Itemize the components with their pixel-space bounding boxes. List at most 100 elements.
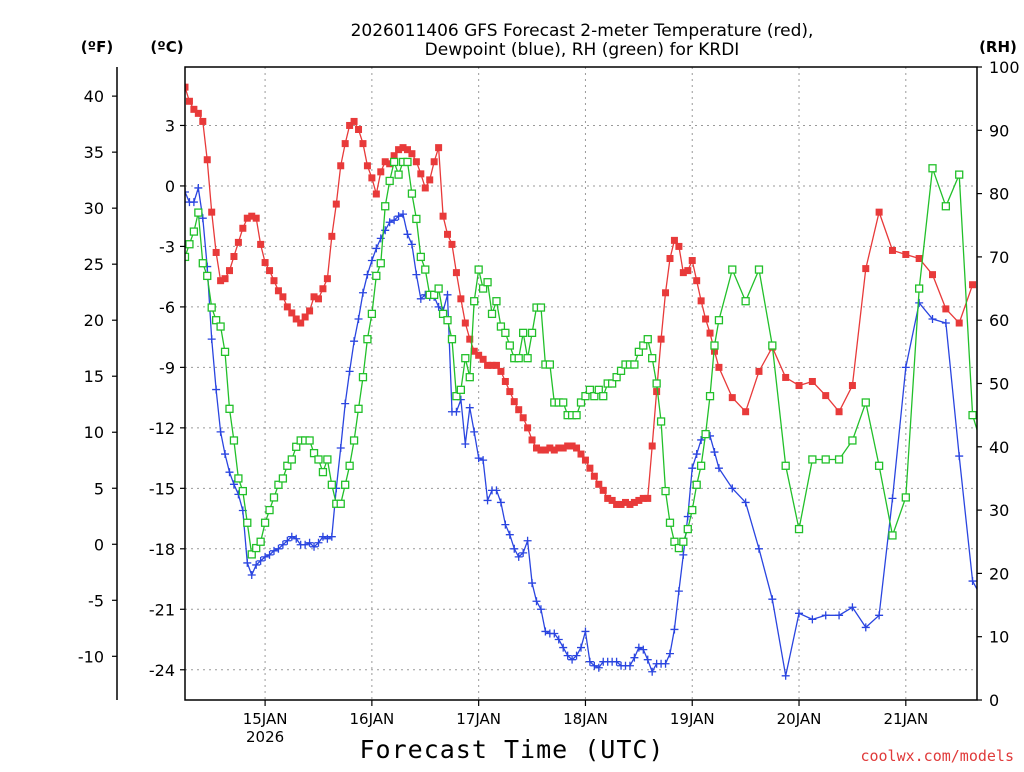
dewpoint-point	[563, 651, 572, 660]
temperature-point	[292, 315, 300, 323]
relative-humidity-point	[185, 240, 194, 249]
rh-tick-label: 80	[989, 185, 1009, 204]
temperature-point	[595, 480, 603, 488]
relative-humidity-point	[901, 493, 910, 502]
relative-humidity-point	[643, 335, 652, 344]
temperature-point	[706, 329, 714, 337]
relative-humidity-point	[661, 486, 670, 496]
temperature-point	[586, 464, 594, 472]
relative-humidity-point	[198, 259, 207, 268]
relative-humidity-point	[514, 354, 523, 363]
temperature-point	[239, 224, 247, 232]
temperature-point	[337, 162, 345, 170]
relative-humidity-point	[283, 461, 292, 470]
fahrenheit-tick-label: 0	[94, 535, 104, 554]
relative-humidity-point	[639, 341, 648, 350]
relative-humidity-point	[456, 385, 466, 394]
dewpoint-point	[461, 439, 470, 448]
fahrenheit-unit-label: (ºF)	[81, 38, 113, 56]
temperature-point	[426, 176, 434, 184]
relative-humidity-point	[648, 354, 657, 363]
rh-tick-label: 0	[989, 691, 999, 710]
temperature-point	[630, 498, 638, 506]
dewpoint-point	[670, 625, 679, 634]
temperature-point	[519, 414, 527, 422]
dewpoint-point	[901, 363, 910, 372]
time-tick-label: 16JAN	[350, 710, 395, 728]
dewpoint-point	[496, 498, 505, 507]
relative-humidity-point	[274, 480, 283, 489]
dewpoint-point	[795, 609, 804, 618]
temperature-point	[212, 248, 220, 256]
relative-humidity-point	[367, 309, 377, 319]
temperature-point	[479, 355, 487, 363]
dewpoint-point	[229, 480, 238, 489]
relative-humidity-point	[728, 265, 737, 274]
celsius-tick-label: -18	[149, 540, 175, 559]
dewpoint-point	[341, 399, 350, 408]
dewpoint-point	[915, 298, 924, 307]
dewpoint-point	[385, 218, 394, 227]
dewpoint-point	[292, 534, 301, 543]
rh-tick-label: 100	[989, 58, 1020, 77]
dewpoint-point	[625, 661, 634, 670]
temperature-point	[314, 295, 322, 303]
temperature-point	[475, 351, 483, 359]
temperature-point	[675, 242, 683, 250]
temperature-point	[599, 486, 607, 494]
dewpoint-point	[336, 444, 345, 453]
dewpoint-point	[848, 603, 857, 612]
celsius-tick-label: -9	[159, 358, 175, 377]
temperature-point	[795, 382, 803, 390]
dewpoint-point	[697, 435, 706, 444]
temperature-point	[301, 313, 309, 321]
relative-humidity-point	[452, 392, 461, 401]
dewpoint-point	[492, 486, 501, 495]
celsius-tick-label: 0	[165, 177, 175, 196]
celsius-tick-label: -3	[159, 237, 175, 256]
relative-humidity-point	[607, 379, 617, 388]
relative-humidity-point	[407, 189, 417, 198]
dewpoint-point	[861, 623, 870, 632]
relative-humidity-point	[701, 429, 710, 439]
relative-humidity-point	[941, 202, 951, 211]
relative-humidity-point	[336, 499, 345, 508]
relative-humidity-point	[318, 467, 328, 477]
relative-humidity-point	[483, 278, 492, 287]
relative-humidity-point	[527, 328, 537, 338]
relative-humidity-point	[679, 537, 688, 546]
relative-humidity-point	[519, 328, 528, 338]
dewpoint-point	[754, 544, 763, 553]
dewpoint-point	[198, 214, 207, 223]
dewpoint-point	[505, 530, 514, 539]
temperature-point	[310, 293, 318, 301]
relative-humidity-point	[754, 265, 764, 274]
temperature-point	[190, 105, 198, 113]
temperature-point	[662, 289, 670, 297]
rh-tick-label: 60	[989, 311, 1009, 330]
temperature-point	[412, 158, 420, 166]
relative-humidity-point	[389, 157, 399, 167]
dewpoint-point	[278, 540, 287, 549]
temperature-point	[217, 277, 225, 285]
relative-humidity-point	[545, 360, 555, 369]
dewpoint-point	[572, 651, 581, 660]
temperature-point	[461, 319, 469, 327]
rh-tick-label: 70	[989, 248, 1009, 267]
relative-humidity-point	[438, 309, 448, 319]
temperature-point	[257, 240, 265, 248]
relative-humidity-point	[345, 461, 354, 470]
temperature-point	[386, 160, 394, 168]
temperature-point	[581, 456, 589, 464]
temperature-point	[644, 494, 652, 502]
relative-humidity-point	[696, 461, 706, 470]
temperature-point	[648, 442, 656, 450]
temperature-point	[550, 446, 558, 454]
temperature-point	[862, 265, 870, 273]
relative-humidity-point	[572, 410, 581, 420]
temperature-point	[515, 406, 523, 414]
relative-humidity-point	[714, 316, 724, 325]
dewpoint-point	[354, 314, 363, 323]
relative-humidity-point	[412, 214, 421, 224]
dewpoint-point	[968, 577, 977, 586]
